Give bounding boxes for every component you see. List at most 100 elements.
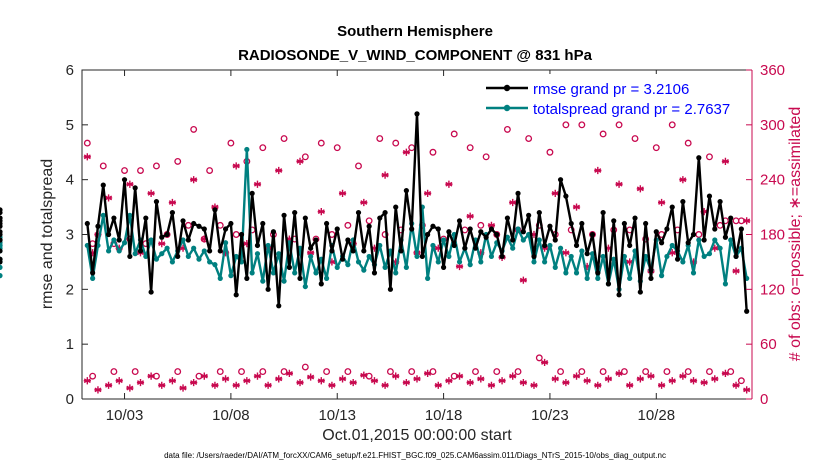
obs-possible-low-marker <box>174 368 182 376</box>
obs-possible-marker <box>333 144 341 152</box>
obs-assimilated-marker <box>211 203 219 211</box>
legend-rmse-marker <box>503 84 511 92</box>
rmse-point <box>281 212 287 218</box>
rmse-point <box>393 204 399 210</box>
totalspread-point <box>382 264 388 270</box>
obs-possible-marker <box>562 121 570 129</box>
totalspread-point <box>403 264 409 270</box>
rmse-point <box>733 253 739 260</box>
obs-assimilated-low-marker <box>721 369 730 378</box>
rmse-point <box>669 204 675 210</box>
obs-assimilated-low-marker <box>604 375 613 383</box>
series-layer <box>0 111 751 394</box>
totalspread-point <box>520 237 526 243</box>
legend-totalspread-label: totalspread grand pr = 2.7637 <box>533 101 730 118</box>
totalspread-point <box>0 242 3 249</box>
obs-possible-marker <box>184 221 192 229</box>
obs-assimilated-low-marker <box>190 378 198 387</box>
totalspread-point <box>414 253 420 260</box>
x-tick-label: 10/23 <box>531 407 569 424</box>
rmse-point <box>414 111 420 117</box>
rmse-point <box>425 231 431 238</box>
obs-assimilated-marker <box>285 235 293 243</box>
rmse-point <box>600 209 606 216</box>
obs-possible-marker <box>615 121 623 129</box>
obs-assimilated-marker <box>721 157 730 165</box>
rmse-point <box>0 259 3 265</box>
totalspread-point <box>552 264 558 270</box>
obs-possible-marker <box>121 167 128 174</box>
rmse-point <box>744 308 750 314</box>
rmse-point <box>318 281 324 287</box>
totalspread-point <box>488 253 495 260</box>
obs-possible-marker <box>83 139 91 147</box>
y-tick-label: 4 <box>66 172 74 189</box>
obs-assimilated-low-marker <box>541 358 549 367</box>
rmse-point <box>366 223 372 229</box>
totalspread-point <box>292 270 298 276</box>
totalspread-point <box>627 275 633 281</box>
obs-possible-low-marker <box>344 368 352 376</box>
obs-assimilated-low-marker <box>487 381 496 389</box>
totalspread-point <box>143 253 149 260</box>
rmse-point <box>217 248 223 254</box>
totalspread-point <box>696 237 702 243</box>
rmse-point <box>116 237 122 243</box>
obs-assimilated-low-marker <box>583 377 591 385</box>
obs-assimilated-low-marker <box>158 381 166 389</box>
obs-assimilated-marker <box>424 189 432 197</box>
rmse-point <box>339 256 346 262</box>
rmse-point <box>159 234 165 240</box>
totalspread-point <box>308 253 314 260</box>
rmse-point <box>648 275 654 281</box>
chart-title: Southern Hemisphere <box>337 23 493 40</box>
rmse-point <box>244 275 250 281</box>
totalspread-point <box>547 242 553 249</box>
y2-tick-label: 120 <box>760 281 785 298</box>
obs-possible-marker <box>344 221 352 229</box>
obs-assimilated-marker <box>168 198 176 207</box>
rmse-point <box>254 242 261 249</box>
rmse-point <box>637 289 643 295</box>
totalspread-point <box>595 275 601 281</box>
obs-assimilated-marker <box>89 249 97 257</box>
rmse-point <box>611 218 617 224</box>
obs-assimilated-low-marker <box>466 378 474 387</box>
obs-assimilated-low-marker <box>498 377 506 385</box>
obs-assimilated-marker <box>594 166 602 175</box>
totalspread-point <box>222 240 229 246</box>
totalspread-point <box>281 278 287 284</box>
totalspread-point <box>542 259 548 265</box>
rmse-point <box>121 177 128 183</box>
obs-assimilated-marker <box>179 244 187 252</box>
rmse-point <box>302 215 308 221</box>
totalspread-point <box>0 264 3 270</box>
obs-assimilated-low-marker <box>349 378 357 387</box>
obs-assimilated-low-marker <box>615 369 623 378</box>
obs-assimilated-marker <box>689 258 698 266</box>
obs-assimilated-low-marker <box>307 373 315 381</box>
obs-assimilated-low-marker <box>732 381 740 389</box>
obs-possible-marker <box>381 231 389 238</box>
rmse-point <box>430 223 436 229</box>
obs-possible-marker <box>280 135 288 142</box>
totalspread-point <box>361 267 367 273</box>
obs-possible-marker <box>546 148 554 156</box>
rmse-point <box>201 226 207 232</box>
obs-possible-low-marker <box>706 368 713 376</box>
rmse-point <box>621 220 627 227</box>
obs-assimilated-low-marker <box>519 378 527 387</box>
obs-assimilated-low-marker <box>658 381 666 389</box>
rmse-point <box>722 234 729 240</box>
obs-assimilated-marker <box>445 180 453 188</box>
chart-subtitle: RADIOSONDE_V_WIND_COMPONENT @ 831 hPa <box>238 47 593 64</box>
totalspread-point <box>201 248 207 254</box>
obs-assimilated-low-marker <box>126 384 134 392</box>
obs-possible-marker <box>99 162 107 170</box>
obs-assimilated-marker <box>307 249 315 257</box>
rmse-point <box>308 245 314 251</box>
obs-possible-low-marker <box>259 368 267 376</box>
rmse-point <box>403 188 409 194</box>
obs-possible-low-marker <box>131 368 139 376</box>
rmse-point <box>536 209 542 216</box>
